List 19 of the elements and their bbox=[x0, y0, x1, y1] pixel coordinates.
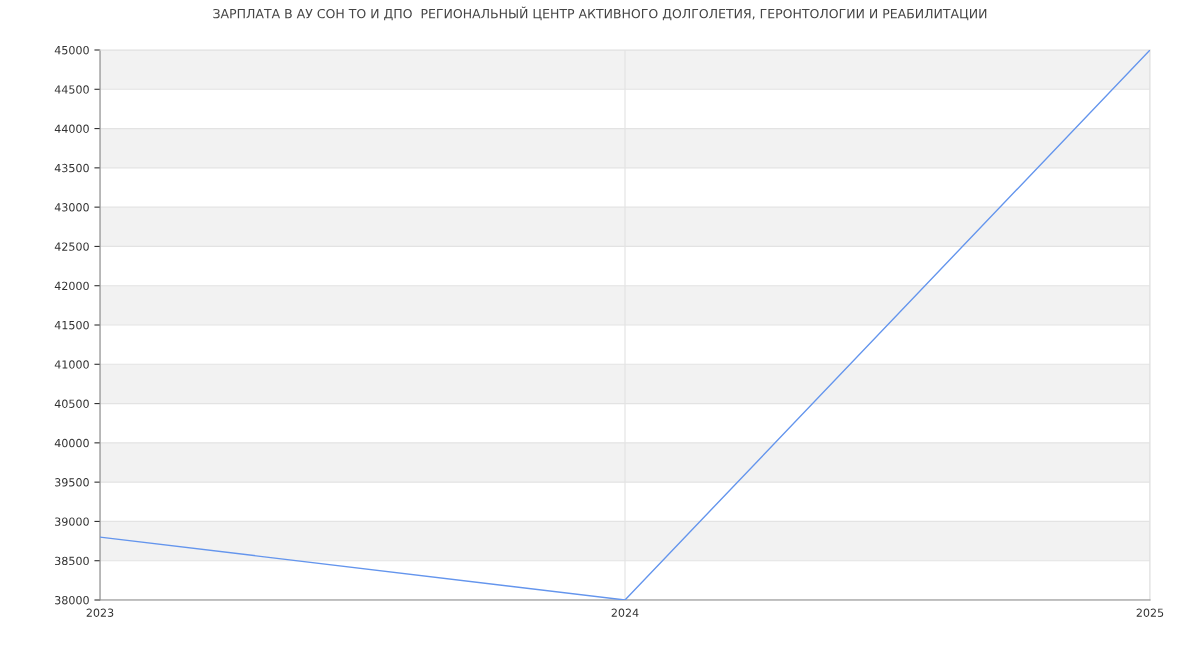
x-tick-label: 2025 bbox=[1136, 608, 1164, 617]
y-tick-label: 44000 bbox=[54, 124, 89, 133]
y-tick-label: 42500 bbox=[54, 242, 89, 251]
chart-title: ЗАРПЛАТА В АУ СОН ТО И ДПО РЕГИОНАЛЬНЫЙ ЦЕНТР АКТИВНОГО ДОЛГОЛЕТИЯ, ГЕРОНТОЛОГИИ И РЕАБИЛИТАЦИИ bbox=[213, 6, 987, 21]
y-tick-label: 39000 bbox=[55, 517, 89, 526]
x-tick-label: 2023 bbox=[86, 608, 114, 617]
y-tick-label: 40000 bbox=[54, 438, 89, 448]
y-tick-label: 43000 bbox=[54, 203, 89, 212]
y-tick-label: 38500 bbox=[55, 556, 89, 566]
y-tick-label: 41000 bbox=[54, 360, 89, 369]
y-tick-label: 45000 bbox=[54, 45, 89, 55]
y-tick-label: 43500 bbox=[54, 163, 89, 173]
y-tick-label: 44500 bbox=[54, 85, 89, 94]
y-tick-label: 38000 bbox=[55, 595, 89, 605]
y-tick-label: 42000 bbox=[54, 281, 89, 291]
x-tick-label: 2024 bbox=[611, 608, 639, 617]
y-tick-label: 39500 bbox=[55, 478, 89, 487]
y-tick-label: 40500 bbox=[54, 399, 89, 408]
y-tick-label: 41500 bbox=[54, 320, 89, 330]
